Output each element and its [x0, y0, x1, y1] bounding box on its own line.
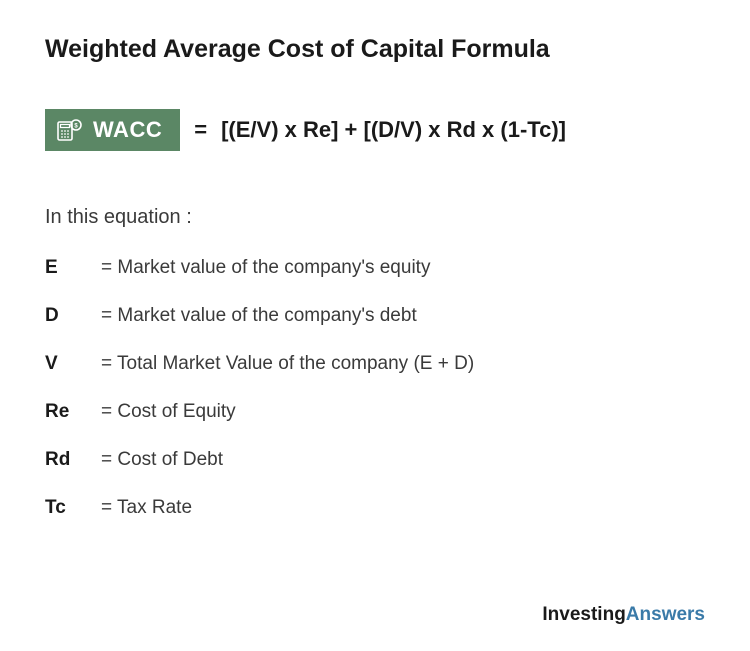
legend-symbol: E: [45, 257, 93, 279]
calculator-money-icon: $: [57, 119, 83, 141]
legend-table: E = Market value of the company's equity…: [45, 257, 705, 519]
equals-sign: =: [194, 117, 207, 143]
legend-intro: In this equation :: [45, 206, 705, 229]
legend-definition: = Cost of Equity: [101, 401, 705, 423]
legend-symbol: D: [45, 305, 93, 327]
page-title: Weighted Average Cost of Capital Formula: [45, 35, 705, 64]
formula-expression: [(E/V) x Re] + [(D/V) x Rd x (1-Tc)]: [221, 117, 566, 143]
legend-definition: = Tax Rate: [101, 497, 705, 519]
brand-footer: InvestingAnswers: [542, 604, 705, 626]
legend-definition: = Market value of the company's debt: [101, 305, 705, 327]
brand-part-a: Investing: [542, 604, 625, 625]
legend-definition: = Cost of Debt: [101, 449, 705, 471]
legend-symbol: Rd: [45, 449, 93, 471]
wacc-badge: $ WACC: [45, 109, 180, 151]
legend-symbol: V: [45, 353, 93, 375]
svg-text:$: $: [74, 124, 78, 130]
formula-row: $ WACC = [(E/V) x Re] + [(D/V) x Rd x (1…: [45, 109, 705, 151]
brand-part-b: Answers: [626, 604, 705, 625]
legend-symbol: Tc: [45, 497, 93, 519]
legend-definition: = Market value of the company's equity: [101, 257, 705, 279]
legend-symbol: Re: [45, 401, 93, 423]
legend-definition: = Total Market Value of the company (E +…: [101, 353, 705, 375]
wacc-badge-label: WACC: [93, 117, 162, 143]
